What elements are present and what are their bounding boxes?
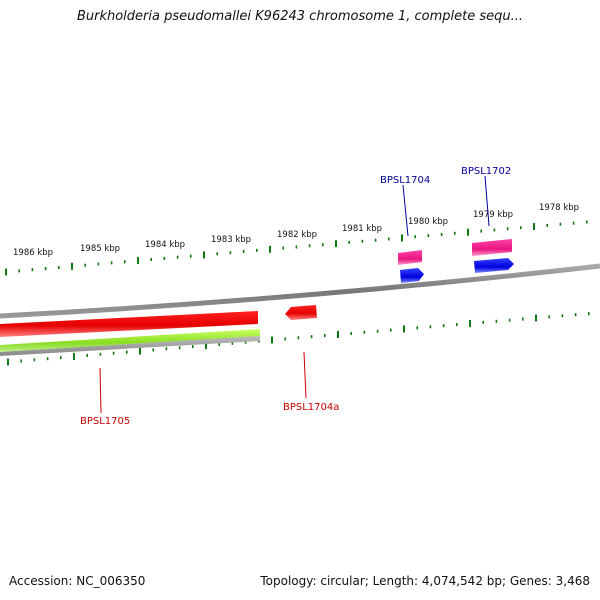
gene-label-bpsl1704[interactable]: BPSL1704 [380, 175, 430, 186]
kbp-label-1983: 1983 kbp [211, 235, 251, 245]
kbp-label-1984: 1984 kbp [145, 240, 185, 250]
pink-feature-bpsl1702[interactable] [472, 239, 512, 256]
gene-label-bpsl1702[interactable]: BPSL1702 [461, 166, 511, 177]
kbp-label-1981: 1981 kbp [342, 224, 382, 234]
kbp-label-1980: 1980 kbp [408, 217, 448, 227]
gene-bpsl1705-feature[interactable] [0, 311, 258, 337]
kbp-scale-labels: 1986 kbp 1985 kbp 1984 kbp 1983 kbp 1982… [13, 203, 579, 258]
blue-feature-bpsl1702[interactable] [474, 258, 514, 273]
leader-line-bpsl1704 [402, 184, 409, 237]
kbp-label-1979: 1979 kbp [473, 210, 513, 220]
outer-tick-ring [5, 220, 588, 276]
accession-text: Accession: NC_006350 [9, 574, 146, 588]
inner-tick-ring [7, 312, 590, 366]
kbp-label-1986: 1986 kbp [13, 248, 53, 258]
gene-label-bpsl1705[interactable]: BPSL1705 [80, 416, 130, 427]
grey-feature[interactable] [0, 336, 260, 356]
orf-feature[interactable] [0, 329, 260, 352]
gene-bpsl1704a-feature[interactable] [285, 305, 317, 320]
chromosome-backbone [0, 263, 600, 319]
map-title: Burkholderia pseudomallei K96243 chromos… [76, 9, 524, 24]
pink-feature-bpsl1704[interactable] [398, 250, 422, 265]
blue-feature-bpsl1704[interactable] [400, 268, 424, 283]
leader-line-bpsl1705 [99, 367, 102, 414]
leader-line-bpsl1704a [303, 351, 307, 399]
topology-summary: Topology: circular; Length: 4,074,542 bp… [260, 574, 590, 588]
leader-line-bpsl1702 [484, 175, 490, 227]
kbp-label-1982: 1982 kbp [277, 230, 317, 240]
kbp-label-1978: 1978 kbp [539, 203, 579, 213]
kbp-label-1985: 1985 kbp [80, 244, 120, 254]
gene-label-bpsl1704a[interactable]: BPSL1704a [283, 402, 339, 413]
